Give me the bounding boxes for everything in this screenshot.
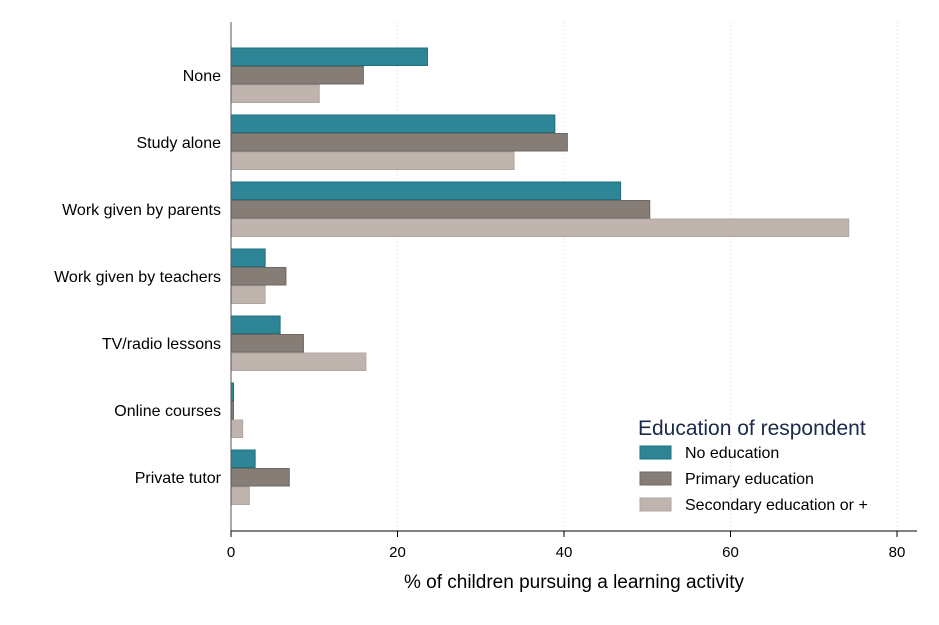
bar [230, 449, 256, 468]
bar [230, 267, 287, 286]
bar [230, 468, 290, 487]
bar [230, 151, 515, 170]
category-label: Private tutor [135, 470, 222, 487]
x-tick-label: 80 [889, 544, 906, 561]
bar [230, 334, 304, 353]
x-axis-label: % of children pursuing a learning activi… [404, 572, 745, 593]
category-label: Study alone [136, 135, 221, 152]
x-tick-label: 20 [389, 544, 406, 561]
x-tick-label: 60 [722, 544, 739, 561]
legend-swatch [639, 445, 672, 460]
x-tick-label: 40 [556, 544, 573, 561]
bar [230, 285, 266, 304]
bar [230, 84, 320, 103]
legend-swatch [639, 471, 672, 486]
bar [230, 200, 651, 219]
category-label: None [183, 68, 221, 85]
legend-title: Education of respondent [638, 417, 866, 440]
bar [230, 486, 250, 505]
bar [230, 114, 556, 133]
legend-swatch [639, 497, 672, 512]
legend-label: Primary education [685, 471, 814, 488]
bar [230, 218, 850, 237]
bar [230, 248, 266, 267]
bar [230, 315, 281, 334]
bar [230, 352, 367, 371]
legend: Education of respondent No education Prim… [638, 417, 868, 514]
bar [230, 66, 364, 85]
legend-label: No education [685, 445, 779, 462]
category-label: Online courses [114, 403, 221, 420]
x-tick-label: 0 [227, 544, 235, 561]
bar [230, 181, 622, 200]
category-label: Work given by teachers [54, 269, 221, 286]
category-label: Work given by parents [62, 202, 221, 219]
bar [230, 419, 244, 438]
legend-label: Secondary education or + [685, 497, 868, 514]
category-label: TV/radio lessons [102, 336, 221, 353]
bar [230, 47, 428, 66]
bar [230, 133, 568, 152]
